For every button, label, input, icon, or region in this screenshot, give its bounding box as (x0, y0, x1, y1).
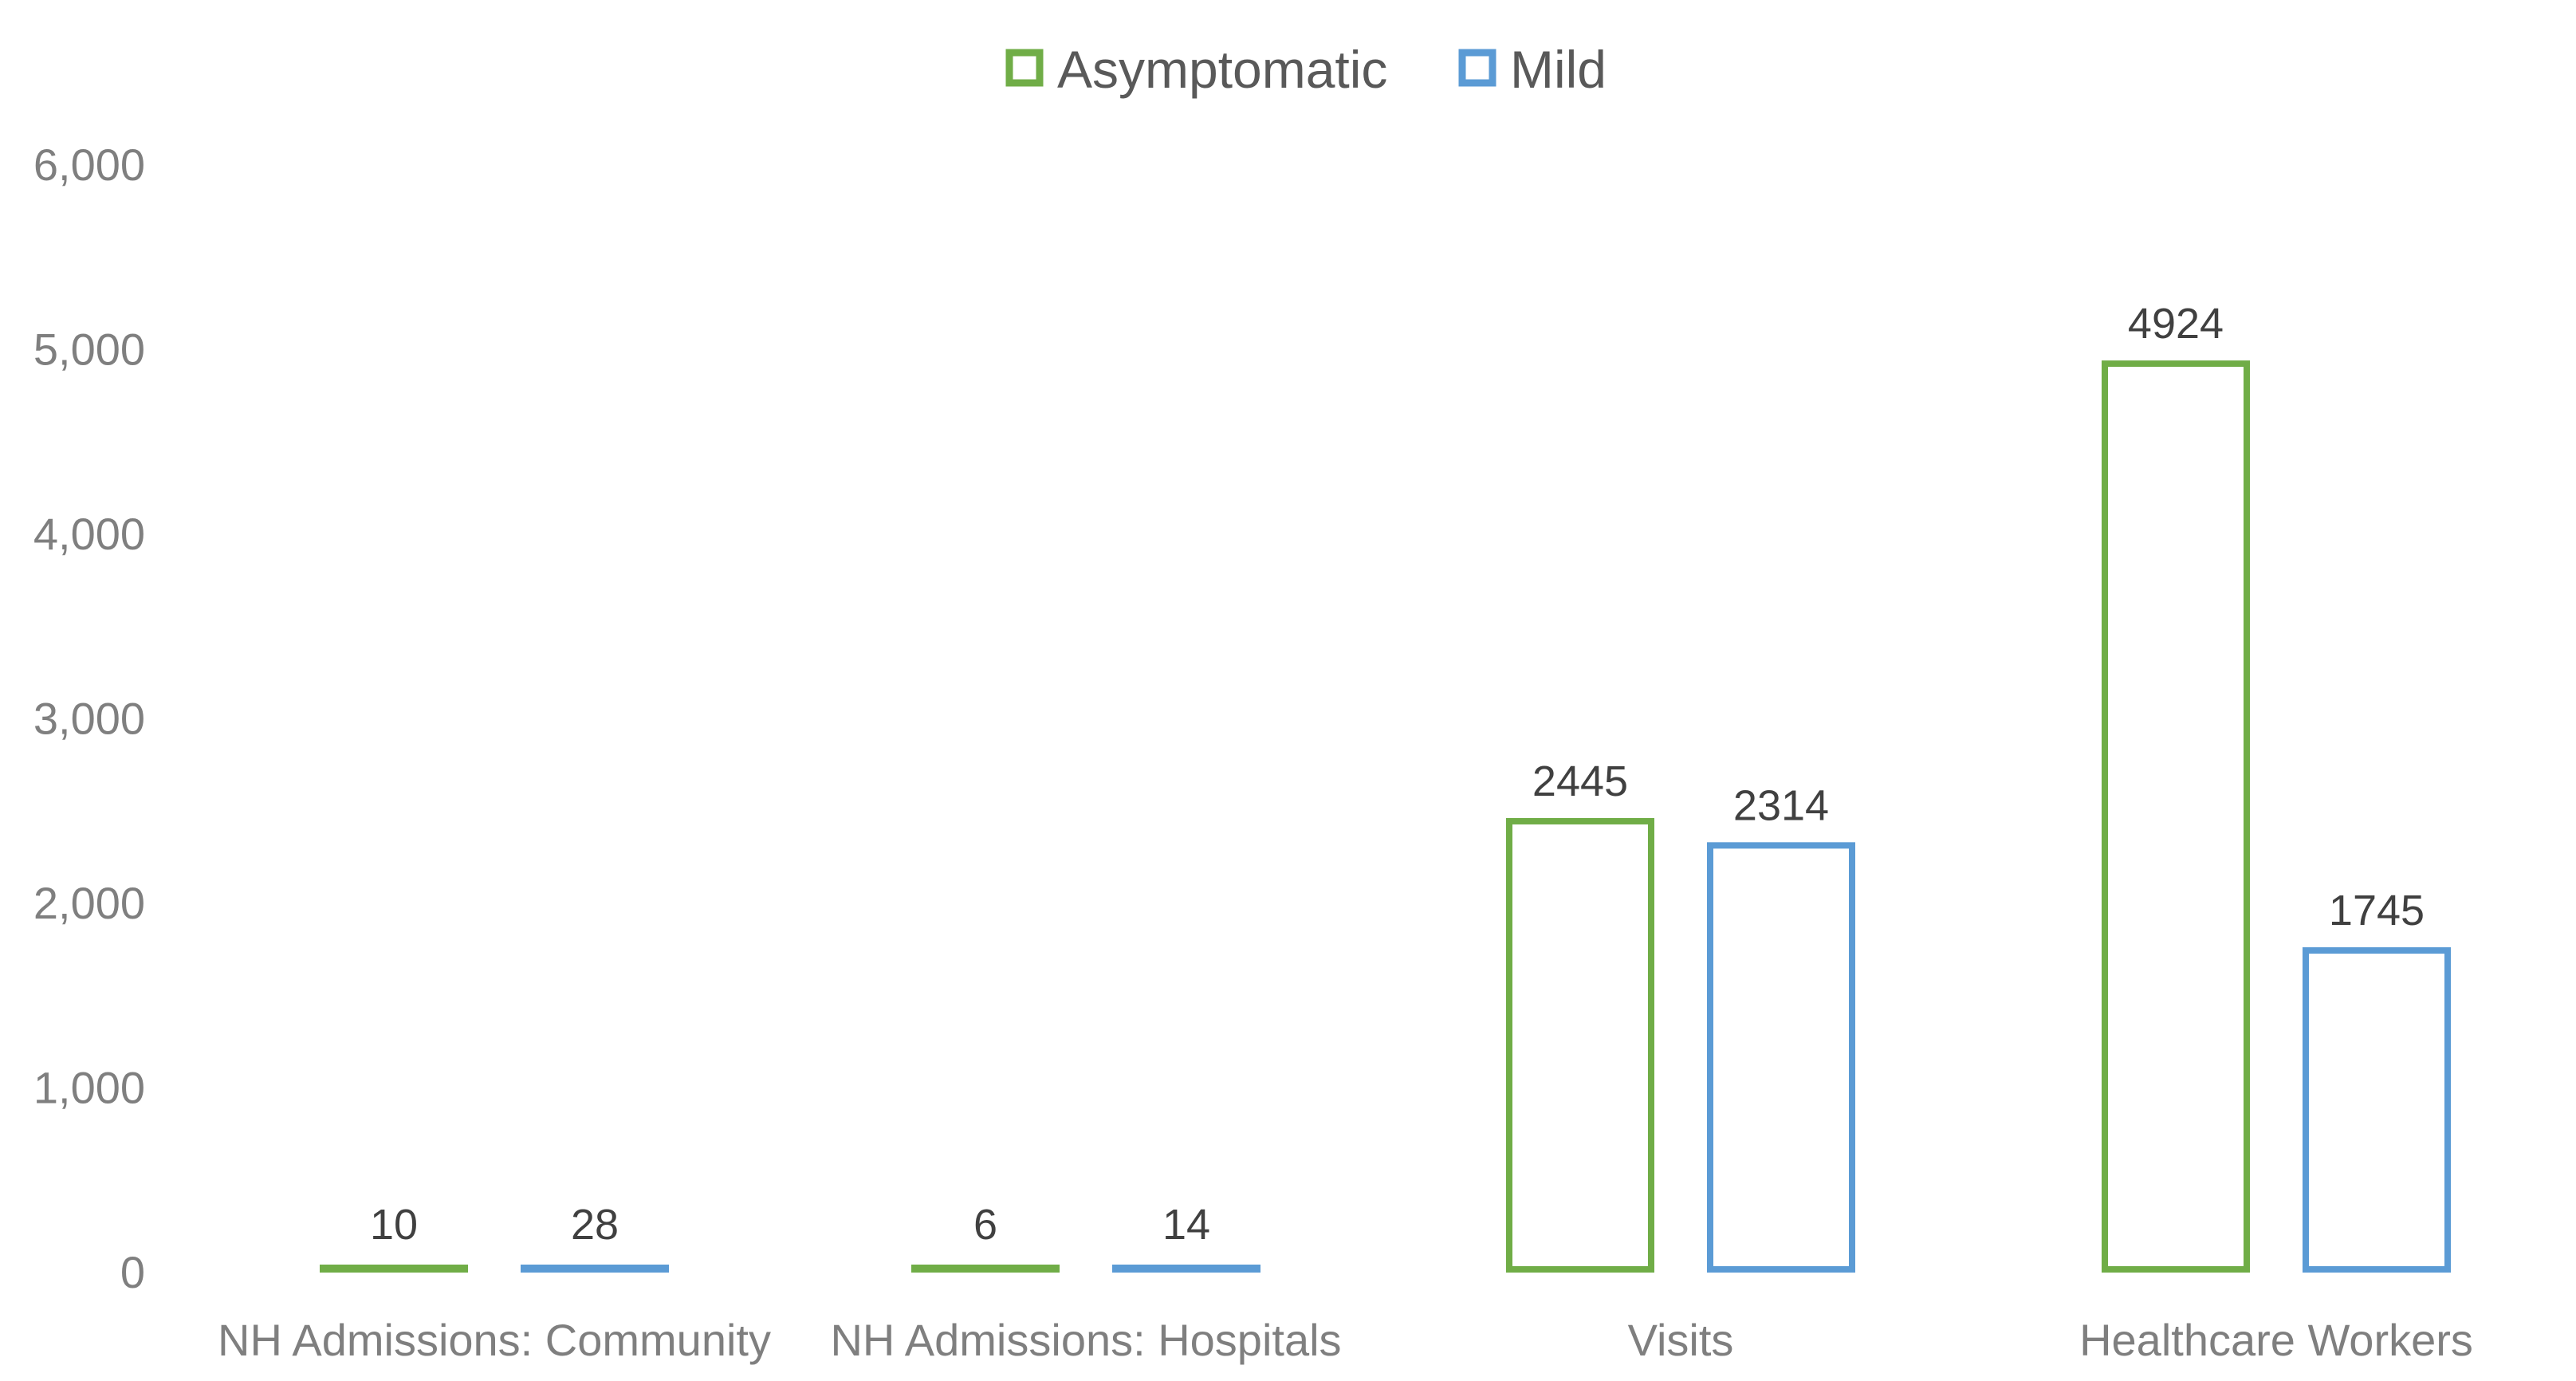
legend-label: Mild (1510, 40, 1607, 99)
x-category-label: NH Admissions: Hospitals (830, 1315, 1341, 1365)
y-tick-label: 4,000 (33, 509, 145, 559)
x-category-label: Healthcare Workers (2079, 1315, 2473, 1365)
data-label: 28 (571, 1201, 619, 1249)
legend-item-mild: Mild (1458, 40, 1607, 99)
legend-label: Asymptomatic (1057, 40, 1387, 99)
bar (1112, 1265, 1260, 1273)
bar (1506, 817, 1654, 1273)
data-label: 2314 (1733, 781, 1829, 829)
y-axis: 0 1,000 2,000 3,000 4,000 5,000 6,000 (33, 140, 145, 1297)
bars (320, 360, 2451, 1273)
data-label: 2445 (1532, 757, 1628, 805)
bar (2102, 360, 2250, 1273)
legend-swatch (1458, 49, 1496, 87)
bar (320, 1265, 468, 1273)
data-label: 10 (370, 1201, 418, 1249)
x-axis: NH Admissions: Community NH Admissions: H… (218, 1315, 2473, 1365)
legend: Asymptomatic Mild (1005, 40, 1607, 99)
y-tick-label: 5,000 (33, 325, 145, 375)
y-tick-label: 3,000 (33, 694, 145, 744)
y-tick-label: 2,000 (33, 878, 145, 928)
bar (1707, 842, 1855, 1273)
data-label: 14 (1162, 1201, 1210, 1249)
legend-item-asymptomatic: Asymptomatic (1005, 40, 1387, 99)
y-tick-label: 1,000 (33, 1063, 145, 1113)
x-category-label: NH Admissions: Community (218, 1315, 771, 1365)
bar (2303, 947, 2451, 1273)
legend-swatch (1005, 49, 1044, 87)
data-label: 1745 (2329, 887, 2425, 934)
y-tick-label: 6,000 (33, 140, 145, 190)
y-tick-label: 0 (120, 1247, 145, 1297)
data-label: 6 (973, 1201, 997, 1249)
data-label: 4924 (2128, 300, 2224, 348)
x-category-label: Visits (1628, 1315, 1734, 1365)
bar (911, 1265, 1060, 1273)
series-mild (521, 842, 2451, 1273)
series-asymptomatic (320, 360, 2250, 1273)
data-labels: 10 6 2445 4924 28 14 2314 1745 (370, 300, 2425, 1249)
bar (521, 1265, 669, 1273)
